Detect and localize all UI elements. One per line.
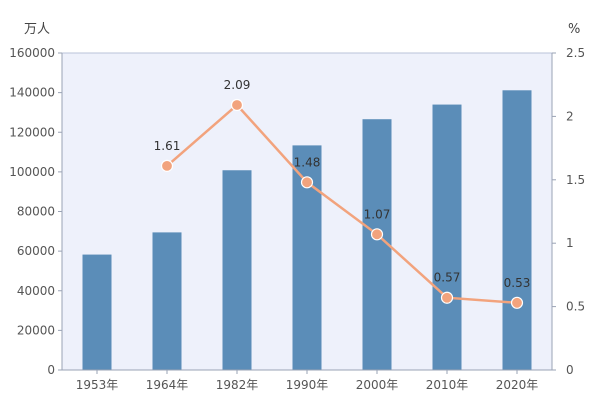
- line-data-label: 2.09: [224, 78, 251, 92]
- line-point-1990年: [300, 176, 314, 189]
- line-point-2010年: [440, 291, 454, 304]
- x-tick-label: 1990年: [286, 378, 329, 392]
- x-tick-label: 1982年: [216, 378, 259, 392]
- line-point-1982年: [230, 98, 244, 112]
- x-tick-label: 2000年: [356, 378, 399, 392]
- x-tick-label: 2020年: [496, 378, 539, 392]
- bar-1964年: [152, 232, 182, 370]
- x-tick-label: 1953年: [76, 378, 119, 392]
- right-tick-label: 0: [566, 363, 574, 377]
- axes: [58, 52, 556, 374]
- line-point-2000年: [370, 228, 384, 241]
- left-tick-label: 40000: [17, 284, 55, 298]
- line-path: [166, 103, 518, 305]
- line-point-1964年: [160, 159, 174, 172]
- right-axis-unit: %: [568, 22, 580, 37]
- line-point-2020年: [510, 296, 524, 309]
- right-tick-label: 1: [566, 236, 574, 250]
- bar-2020年: [502, 90, 532, 371]
- left-tick-label: 0: [47, 363, 55, 377]
- line-series: [160, 98, 524, 309]
- right-tick-label: 2: [566, 109, 574, 123]
- right-tick-label: 0.5: [566, 300, 585, 314]
- left-tick-label: 140000: [9, 86, 55, 100]
- bar-2010年: [432, 104, 462, 370]
- line-data-label: 1.07: [364, 207, 391, 221]
- right-tick-label: 2.5: [566, 46, 585, 60]
- left-tick-label: 120000: [9, 125, 55, 139]
- right-tick-label: 1.5: [566, 173, 585, 187]
- labels: 0 20000 40000 60000 80000 100000 120000 140000 1…: [9, 22, 585, 392]
- left-tick-label: 100000: [9, 165, 55, 179]
- line-data-label: 1.61: [154, 139, 181, 153]
- bar-1953年: [82, 254, 112, 370]
- line-data-label: 0.53: [504, 276, 531, 290]
- bar-1982年: [222, 170, 252, 370]
- left-tick-label: 20000: [17, 323, 55, 337]
- bar-series: [82, 90, 532, 371]
- left-axis-unit: 万人: [24, 22, 50, 37]
- left-tick-label: 80000: [17, 205, 55, 219]
- x-tick-label: 2010年: [426, 378, 469, 392]
- left-tick-label: 160000: [9, 46, 55, 60]
- left-tick-label: 60000: [17, 244, 55, 258]
- line-data-label: 0.57: [434, 271, 461, 285]
- line-data-label: 1.48: [294, 155, 321, 169]
- x-tick-label: 1964年: [146, 378, 189, 392]
